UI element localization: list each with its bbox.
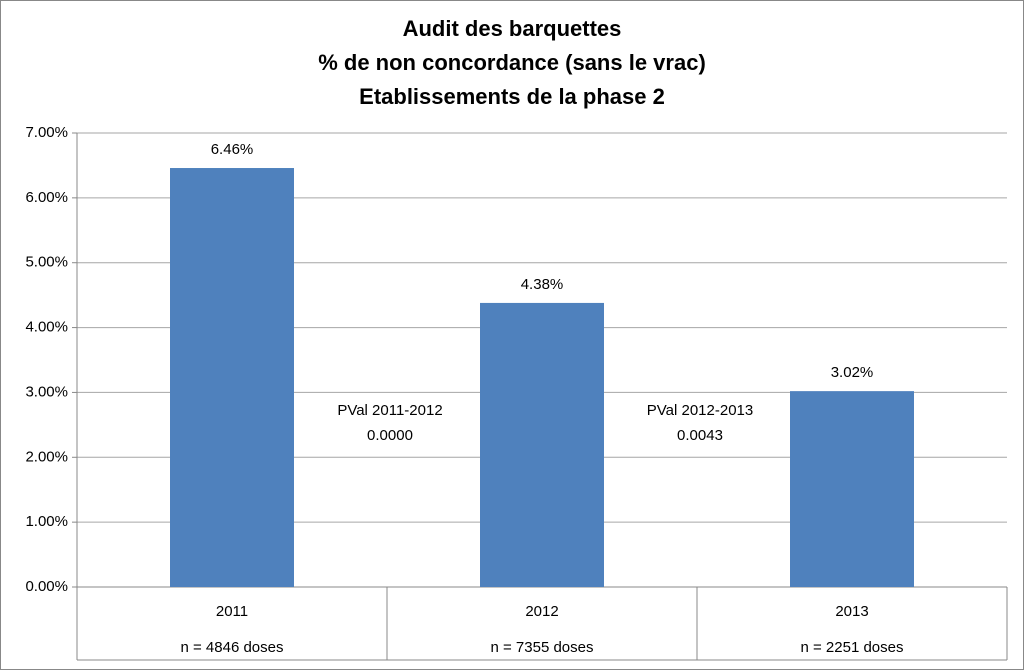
data-label: 4.38% [521,276,564,293]
y-tick-label: 0.00% [25,578,68,595]
x-sublabel: n = 2251 doses [800,639,903,656]
bar [790,391,914,587]
y-tick-label: 5.00% [25,254,68,271]
chart-title: Audit des barquettes [403,16,622,41]
y-tick-label: 6.00% [25,189,68,206]
x-tick-label: 2012 [525,603,558,620]
chart-title: Etablissements de la phase 2 [359,84,665,109]
y-tick-label: 2.00% [25,448,68,465]
y-tick-label: 7.00% [25,124,68,141]
annotation: 0.0000 [367,427,413,444]
x-sublabel: n = 4846 doses [180,639,283,656]
bar [480,302,604,587]
y-tick-label: 4.00% [25,319,68,336]
annotation: PVal 2012-2013 [647,402,753,419]
bar [170,168,294,587]
chart-title: % de non concordance (sans le vrac) [318,50,706,75]
data-label: 6.46% [211,141,254,158]
x-tick-label: 2011 [216,603,248,620]
x-tick-label: 2013 [835,603,868,620]
y-tick-label: 3.00% [25,383,68,400]
data-label: 3.02% [831,364,874,381]
annotation: 0.0043 [677,427,723,444]
annotation: PVal 2011-2012 [337,402,442,419]
y-tick-label: 1.00% [25,513,68,530]
x-sublabel: n = 7355 doses [490,639,593,656]
